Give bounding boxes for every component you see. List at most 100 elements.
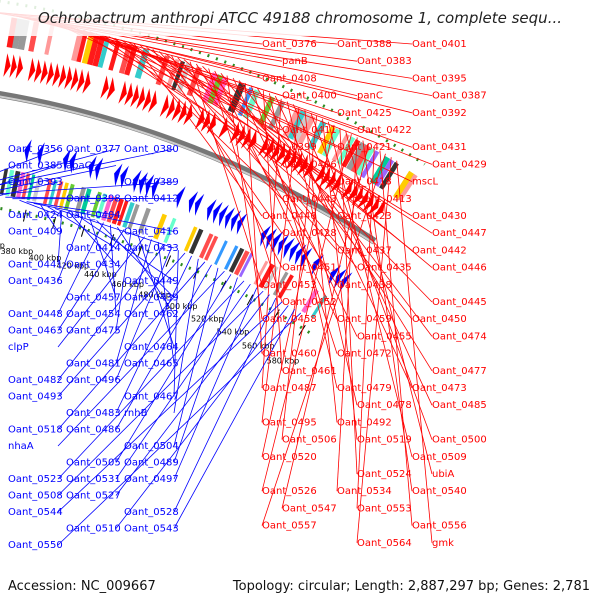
reverse-gene-label: Oant_0380 [124,144,179,155]
reverse-gene-label: Oant_0475 [66,326,121,337]
forward-gene-label: panB [282,56,308,67]
reverse-leader-line [90,218,116,297]
forward-gene-label: Oant_0399 [262,142,317,153]
forward-gene-label: Oant_0557 [262,521,317,532]
forward-gene-label: Oant_0395 [412,73,467,84]
forward-gene-label: Oant_0421 [337,142,392,153]
forward-gene-label: Oant_0472 [337,349,392,360]
forward-gene-label: panC [357,91,383,102]
reverse-gene-label: Oant_0385 [8,161,63,172]
reverse-gene-label: Oant_0489 [124,458,179,469]
forward-gene-label: Oant_0425 [337,108,392,119]
reverse-gene-label: Oant_0528 [124,507,179,518]
forward-gene-label: Oant_0400 [282,91,337,102]
forward-gene-label: Oant_0524 [357,469,412,480]
reverse-gene-arrow [195,194,204,216]
forward-gene-label: mscL [412,177,438,188]
reverse-gene-label: Oant_0463 [8,326,63,337]
forward-gene-label: Oant_0411 [282,125,337,136]
forward-gene-label: Oant_0459 [337,314,392,325]
reverse-gene-label: Oant_0543 [124,524,179,535]
kbp-tick-label: 520 kbp [191,314,224,323]
reverse-gene-label: Oant_0457 [66,293,121,304]
forward-gene-label: Oant_0438 [337,280,392,291]
forward-gene-label: Oant_0413 [357,194,412,205]
reverse-gene-label: Oant_0424 [8,210,63,221]
forward-gene-label: Oant_0534 [337,486,392,497]
forward-gene-label: Oant_0564 [357,538,412,549]
forward-gene-label: Oant_0479 [337,383,392,394]
map-title: Ochrobactrum anthropi ATCC 49188 chromos… [0,0,600,36]
reverse-gene-label: Oant_0414 [66,243,121,254]
forward-gene-label: Oant_0401 [412,39,467,50]
reverse-gene-label: Oant_0356 [8,144,63,155]
forward-gene-label: Oant_0428 [282,228,337,239]
reverse-feature-block [214,240,228,265]
forward-gene-label: Oant_0455 [357,331,412,342]
forward-gene-label: Oant_0435 [357,263,412,274]
reverse-gene-label: Oant_0449 [124,276,179,287]
reverse-gene-label: Oant_0462 [124,309,179,320]
reverse-gene-label: Oant_0454 [66,309,121,320]
reverse-gene-label: Oant_0531 [66,474,121,485]
reverse-gene-label: Oant_0377 [66,144,121,155]
reverse-gene-label: Oant_0544 [8,507,63,518]
forward-gene-label: Oant_0556 [412,521,467,532]
reverse-gene-label: nhaA [8,441,34,452]
forward-gene-label: Oant_0376 [262,39,317,50]
forward-gene-label: Oant_0445 [432,297,487,308]
forward-gene-label: Oant_0553 [357,503,412,514]
forward-gene-label: Oant_0451 [282,263,337,274]
forward-gene-label: Oant_0387 [432,91,487,102]
map-footer: Accession: NC_009667 Topology: circular;… [0,574,600,600]
forward-gene-label: Oant_0418 [337,177,392,188]
forward-gene-label: Oant_0460 [262,349,317,360]
reverse-gene-label: Oant_0523 [8,474,63,485]
forward-gene-label: Oant_0430 [412,211,467,222]
forward-gene-label: Oant_0519 [357,435,412,446]
forward-gene-label: Oant_0450 [412,314,467,325]
reverse-gene-label: Oant_0493 [8,392,63,403]
forward-gene-label: Oant_0495 [262,417,317,428]
forward-gene-label: Oant_0446 [432,263,487,274]
reverse-gene-label: Oant_0486 [66,425,121,436]
reverse-gene-label: Oant_0448 [8,309,63,320]
forward-gene-label: Oant_0388 [337,39,392,50]
forward-gene-arrow [118,81,127,104]
reverse-gene-label: Oant_0439 [124,293,179,304]
forward-gene-label: Oant_0461 [282,366,337,377]
forward-gene-label: Oant_0506 [282,435,337,446]
forward-gene-label: Oant_0440 [262,211,317,222]
forward-gene-label: Oant_0431 [412,142,467,153]
summary-text: Topology: circular; Length: 2,887,297 bp… [233,579,590,594]
reverse-gene-label: rnhB [124,408,148,419]
reverse-gene-label: Oant_0409 [8,227,63,238]
forward-gene-label: Oant_0442 [412,245,467,256]
forward-gene-label: Oant_0423 [337,211,392,222]
reverse-gene-label: Oant_0467 [124,392,179,403]
forward-gene-arrow [28,58,36,82]
reverse-gene-label: Oant_0436 [8,276,63,287]
reverse-gene-label: clpP [8,342,29,353]
forward-gene-label: Oant_0406 [282,159,337,170]
reverse-gene-label: Oant_0416 [124,227,179,238]
reverse-gene-label: Oant_0412 [124,194,179,205]
reverse-gene-label: Oant_0481 [66,359,121,370]
forward-gene-label: Oant_0487 [262,383,317,394]
reverse-gene-label: Oant_0504 [124,441,179,452]
map-title-text: Ochrobactrum anthropi ATCC 49188 chromos… [38,9,562,27]
reverse-gene-label: Oant_0496 [66,375,121,386]
reverse-gene-label: Oant_0505 [66,458,121,469]
reverse-gene-label: Oant_0497 [124,474,179,485]
forward-gene-label: Oant_0547 [282,503,337,514]
forward-gene-label: Oant_0477 [432,366,487,377]
forward-gene-label: Oant_0453 [262,280,317,291]
forward-gene-label: Oant_0443 [282,194,337,205]
reverse-gene-label: Oant_0398 [66,194,121,205]
forward-gene-label: Oant_0447 [432,228,487,239]
forward-gene-label: Oant_0437 [337,245,392,256]
reverse-gene-label: Oant_0404 [66,210,121,221]
kbp-tick-label: 440 kbp [84,270,117,279]
